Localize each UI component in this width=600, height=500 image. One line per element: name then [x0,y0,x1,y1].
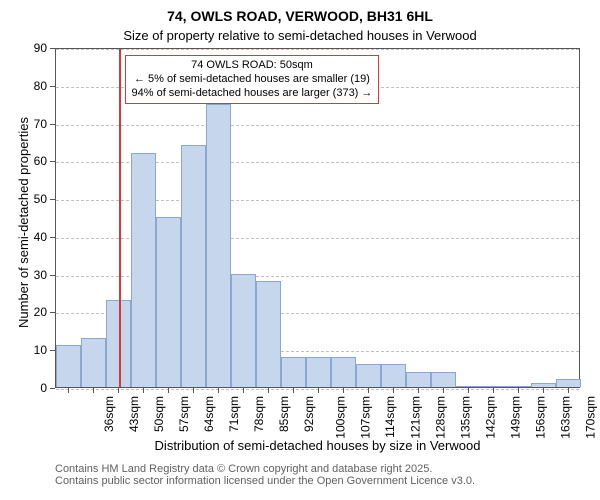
x-tick-label: 114sqm [382,396,396,438]
x-tick-label: 50sqm [152,396,166,432]
x-tick-mark [518,388,519,393]
x-tick-label: 43sqm [127,396,141,432]
x-tick-mark [543,388,544,393]
y-tick-mark [50,275,55,276]
histogram-bar [81,338,106,387]
histogram-bar [356,364,381,387]
y-tick-mark [50,388,55,389]
y-tick-mark [50,86,55,87]
y-tick-label: 30 [0,268,47,282]
x-tick-label: 121sqm [408,396,422,439]
histogram-bar [306,357,331,387]
histogram-bar [431,372,456,387]
histogram-bar [406,372,431,387]
y-tick-label: 40 [0,230,47,244]
x-tick-mark [93,388,94,393]
x-tick-label: 85sqm [277,396,291,432]
x-tick-label: 170sqm [583,396,597,439]
x-tick-mark [493,388,494,393]
x-tick-label: 149sqm [508,396,522,439]
x-tick-mark [243,388,244,393]
property-size-histogram: 74, OWLS ROAD, VERWOOD, BH31 6HL Size of… [0,0,600,500]
x-tick-label: 100sqm [333,396,347,439]
x-tick-mark [168,388,169,393]
histogram-bar [381,364,406,387]
x-tick-mark [293,388,294,393]
x-tick-label: 128sqm [433,396,447,439]
histogram-bar [331,357,356,387]
callout-line: 74 OWLS ROAD: 50sqm [132,59,373,73]
histogram-bar [131,153,156,387]
x-tick-mark [418,388,419,393]
y-tick-mark [50,199,55,200]
x-tick-label: 135sqm [458,396,472,439]
chart-subtitle: Size of property relative to semi-detach… [0,28,600,43]
y-axis-label: Number of semi-detached properties [16,117,31,328]
y-tick-mark [50,237,55,238]
x-axis-label: Distribution of semi-detached houses by … [55,438,580,453]
y-tick-label: 0 [0,381,47,395]
y-tick-label: 10 [0,343,47,357]
x-tick-mark [468,388,469,393]
histogram-bar [531,383,556,387]
plot-area: 74 OWLS ROAD: 50sqm← 5% of semi-detached… [55,48,580,388]
x-tick-label: 57sqm [177,396,191,432]
y-tick-label: 20 [0,305,47,319]
y-tick-mark [50,48,55,49]
x-tick-mark [68,388,69,393]
y-tick-label: 60 [0,154,47,168]
x-tick-label: 156sqm [533,396,547,439]
callout-line: ← 5% of semi-detached houses are smaller… [132,73,373,87]
y-tick-label: 70 [0,117,47,131]
y-tick-mark [50,161,55,162]
histogram-bar [56,345,81,387]
x-tick-label: 64sqm [202,396,216,432]
x-tick-mark [118,388,119,393]
histogram-bar [506,386,531,387]
x-tick-mark [443,388,444,393]
histogram-bar [556,379,581,387]
x-tick-label: 36sqm [102,396,116,432]
histogram-bar [156,217,181,387]
x-tick-mark [568,388,569,393]
grid-line [56,125,579,126]
x-tick-label: 163sqm [558,396,572,439]
x-tick-mark [343,388,344,393]
x-tick-label: 78sqm [252,396,266,432]
histogram-bar [206,104,231,387]
reference-line [119,49,121,387]
y-tick-mark [50,312,55,313]
histogram-bar [281,357,306,387]
attribution-line2: Contains public sector information licen… [55,475,475,487]
y-tick-mark [50,124,55,125]
histogram-bar [256,281,281,387]
x-tick-label: 71sqm [227,396,241,432]
x-tick-label: 142sqm [483,396,497,439]
histogram-bar [481,386,506,387]
x-tick-label: 92sqm [302,396,316,432]
y-tick-label: 50 [0,192,47,206]
x-tick-mark [143,388,144,393]
y-tick-label: 90 [0,41,47,55]
x-tick-mark [368,388,369,393]
attribution-line1: Contains HM Land Registry data © Crown c… [55,463,475,475]
histogram-bar [456,386,481,387]
x-tick-mark [318,388,319,393]
y-tick-label: 80 [0,79,47,93]
callout-line: 94% of semi-detached houses are larger (… [132,87,373,101]
x-tick-mark [393,388,394,393]
x-tick-label: 107sqm [358,396,372,439]
x-tick-mark [218,388,219,393]
reference-callout: 74 OWLS ROAD: 50sqm← 5% of semi-detached… [125,55,380,104]
histogram-bar [181,145,206,387]
y-tick-mark [50,350,55,351]
x-tick-mark [268,388,269,393]
grid-line [56,49,579,50]
chart-title: 74, OWLS ROAD, VERWOOD, BH31 6HL [0,8,600,24]
histogram-bar [231,274,256,387]
attribution-text: Contains HM Land Registry data © Crown c… [55,463,475,487]
x-tick-mark [193,388,194,393]
